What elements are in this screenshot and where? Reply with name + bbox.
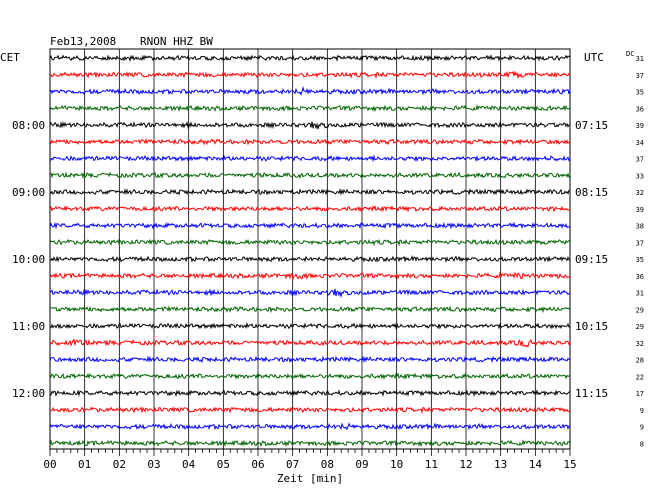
trace-6: [49, 154, 571, 163]
x-tick-label-04: 04: [182, 458, 196, 471]
cet-time-label-3: 11:00: [12, 320, 45, 333]
dc-value-7: 33: [636, 172, 644, 180]
trace-21: [49, 406, 571, 414]
dc-value-17: 32: [636, 340, 644, 348]
trace-0: [49, 54, 571, 63]
trace-labels: 08:00 09:00 10:00 11:00 12:00 07:15 08:15 09:15…: [12, 55, 644, 448]
trace-11: [49, 238, 571, 247]
seismic-traces: [49, 54, 571, 448]
dc-value-1: 37: [636, 72, 644, 80]
right-timezone-label: UTC: [584, 51, 604, 64]
cet-time-label-2: 10:00: [12, 253, 45, 266]
x-tick-label-09: 09: [355, 458, 368, 471]
dc-value-2: 35: [636, 89, 644, 97]
dc-value-5: 34: [636, 139, 644, 147]
trace-5: [49, 137, 571, 146]
trace-19: [49, 372, 571, 381]
x-tick-label-13: 13: [494, 458, 507, 471]
dc-value-15: 29: [636, 306, 644, 314]
trace-12: [49, 255, 571, 263]
trace-18: [49, 355, 571, 364]
trace-8: [49, 188, 571, 196]
x-tick-label-12: 12: [459, 458, 472, 471]
left-timezone-label: CET: [0, 51, 20, 64]
dc-value-20: 17: [636, 390, 644, 398]
dc-label: DC: [626, 50, 634, 58]
x-tick-label-06: 06: [251, 458, 264, 471]
dc-value-21: 9: [640, 407, 644, 415]
utc-time-label-3: 10:15: [575, 320, 608, 333]
trace-4: [49, 121, 571, 130]
dc-value-18: 28: [636, 357, 644, 365]
trace-20: [49, 389, 571, 398]
trace-10: [49, 221, 571, 230]
trace-17: [49, 338, 571, 348]
x-tick-label-02: 02: [113, 458, 126, 471]
utc-time-label-1: 08:15: [575, 186, 608, 199]
dc-value-14: 31: [636, 290, 644, 298]
dc-value-4: 39: [636, 122, 644, 130]
x-tick-label-08: 08: [321, 458, 334, 471]
cet-time-label-0: 08:00: [12, 119, 45, 132]
dc-value-0: 31: [636, 55, 644, 63]
dc-value-9: 39: [636, 206, 644, 214]
utc-time-label-0: 07:15: [575, 119, 608, 132]
x-tick-label-05: 05: [217, 458, 230, 471]
trace-14: [49, 288, 571, 298]
dc-value-12: 35: [636, 256, 644, 264]
dc-value-6: 37: [636, 156, 644, 164]
trace-23: [49, 439, 571, 448]
x-axis: 00 01 02 03 04 05 06 07 08 09 10 11 12 13 14 15: [43, 449, 577, 471]
dc-value-10: 38: [636, 223, 644, 231]
cet-time-label-1: 09:00: [12, 186, 45, 199]
trace-3: [49, 104, 571, 113]
dc-value-13: 36: [636, 273, 644, 281]
x-tick-label-07: 07: [286, 458, 299, 471]
trace-15: [49, 305, 571, 314]
x-tick-label-14: 14: [529, 458, 543, 471]
utc-time-label-2: 09:15: [575, 253, 608, 266]
x-tick-label-15: 15: [563, 458, 576, 471]
trace-2: [49, 86, 571, 96]
trace-7: [49, 171, 571, 180]
x-tick-label-01: 01: [78, 458, 91, 471]
trace-1: [49, 70, 571, 80]
x-tick-label-11: 11: [425, 458, 438, 471]
chart-date: Feb13,2008: [50, 35, 116, 48]
dc-value-8: 32: [636, 189, 644, 197]
dc-value-3: 36: [636, 105, 644, 113]
dc-value-19: 22: [636, 373, 644, 381]
grid-lines: [49, 48, 571, 450]
dc-value-23: 8: [640, 440, 644, 448]
utc-time-label-4: 11:15: [575, 387, 608, 400]
plot-frame: [49, 48, 571, 450]
trace-16: [49, 321, 571, 330]
chart-station: RNON HHZ BW: [140, 35, 213, 48]
trace-13: [49, 271, 571, 281]
x-tick-label-03: 03: [147, 458, 160, 471]
dc-value-16: 29: [636, 323, 644, 331]
x-tick-label-10: 10: [390, 458, 403, 471]
dc-value-11: 37: [636, 239, 644, 247]
x-axis-label: Zeit [min]: [277, 472, 343, 485]
x-tick-label-00: 00: [43, 458, 56, 471]
trace-22: [49, 422, 571, 431]
trace-9: [49, 204, 571, 213]
dc-value-22: 9: [640, 424, 644, 432]
cet-time-label-4: 12:00: [12, 387, 45, 400]
